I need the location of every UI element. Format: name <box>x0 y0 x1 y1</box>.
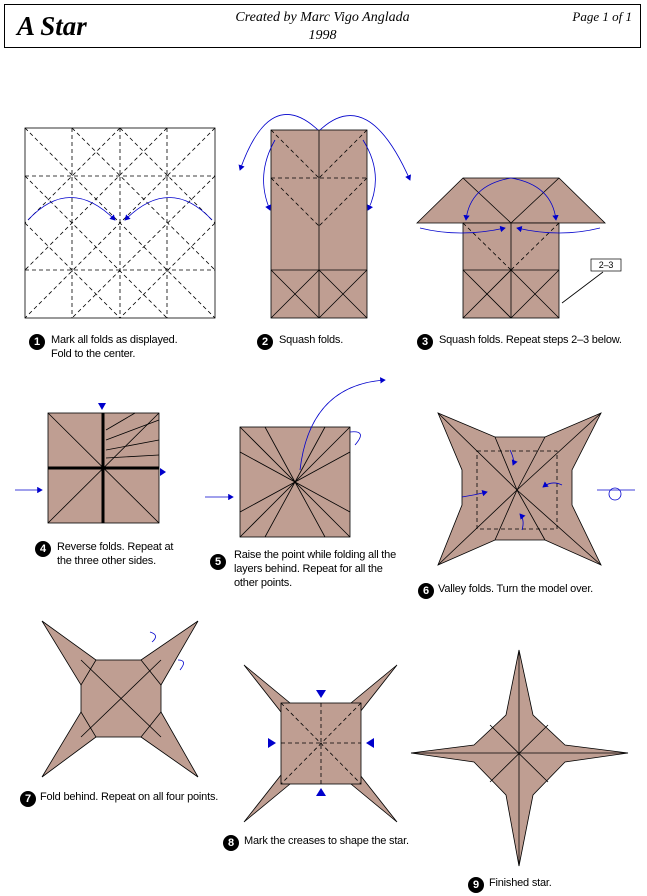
page-number: Page 1 of 1 <box>572 9 632 24</box>
step-text: Mark the creases to shape the star. <box>244 835 409 847</box>
diagram-step-7 <box>41 620 199 778</box>
author-line: Created by Marc Vigo Anglada <box>235 10 410 25</box>
step-text: layers behind. Repeat for all the <box>234 563 383 575</box>
step-text: Reverse folds. Repeat at <box>57 541 174 553</box>
step-text: Squash folds. <box>279 334 344 346</box>
diagram-step-8 <box>243 664 398 823</box>
step-number: 4 <box>35 541 51 557</box>
diagram-step-3 <box>416 177 622 319</box>
step-number: 3 <box>417 334 433 350</box>
step-text: the three other sides. <box>57 555 156 567</box>
step-number: 7 <box>20 791 36 807</box>
year-line: 1998 <box>308 28 337 43</box>
step-text: Raise the point while folding all the <box>234 549 396 561</box>
step-number: 5 <box>210 554 226 570</box>
diagram-step-6 <box>437 412 635 566</box>
step-text: Finished star. <box>489 877 552 889</box>
diagram-step-4 <box>15 403 166 524</box>
step-number: 2 <box>257 334 273 350</box>
step-number: 6 <box>418 583 434 599</box>
diagram-step-9 <box>410 649 629 867</box>
repeat-steps-label: 2–3 <box>598 260 614 270</box>
step-text: other points. <box>234 577 292 589</box>
diagram-step-1 <box>24 127 216 319</box>
page-header: A Star Created by Marc Vigo Anglada 1998… <box>4 4 641 48</box>
diagram-step-5 <box>205 377 386 538</box>
step-number: 1 <box>29 334 45 350</box>
step-text: Fold to the center. <box>51 348 136 360</box>
step-text: Valley folds. Turn the model over. <box>438 583 594 595</box>
step-number: 8 <box>223 835 239 851</box>
step-text: Mark all folds as displayed. <box>51 334 178 346</box>
repeat-box <box>590 258 622 272</box>
credit: Created by Marc Vigo Anglada 1998 <box>5 9 640 45</box>
step-text: Fold behind. Repeat on all four points. <box>40 791 219 803</box>
step-number: 9 <box>468 877 484 893</box>
step-text: Squash folds. Repeat steps 2–3 below. <box>439 334 622 346</box>
diagram-step-2 <box>238 114 411 319</box>
document-title: A Star <box>17 11 87 41</box>
